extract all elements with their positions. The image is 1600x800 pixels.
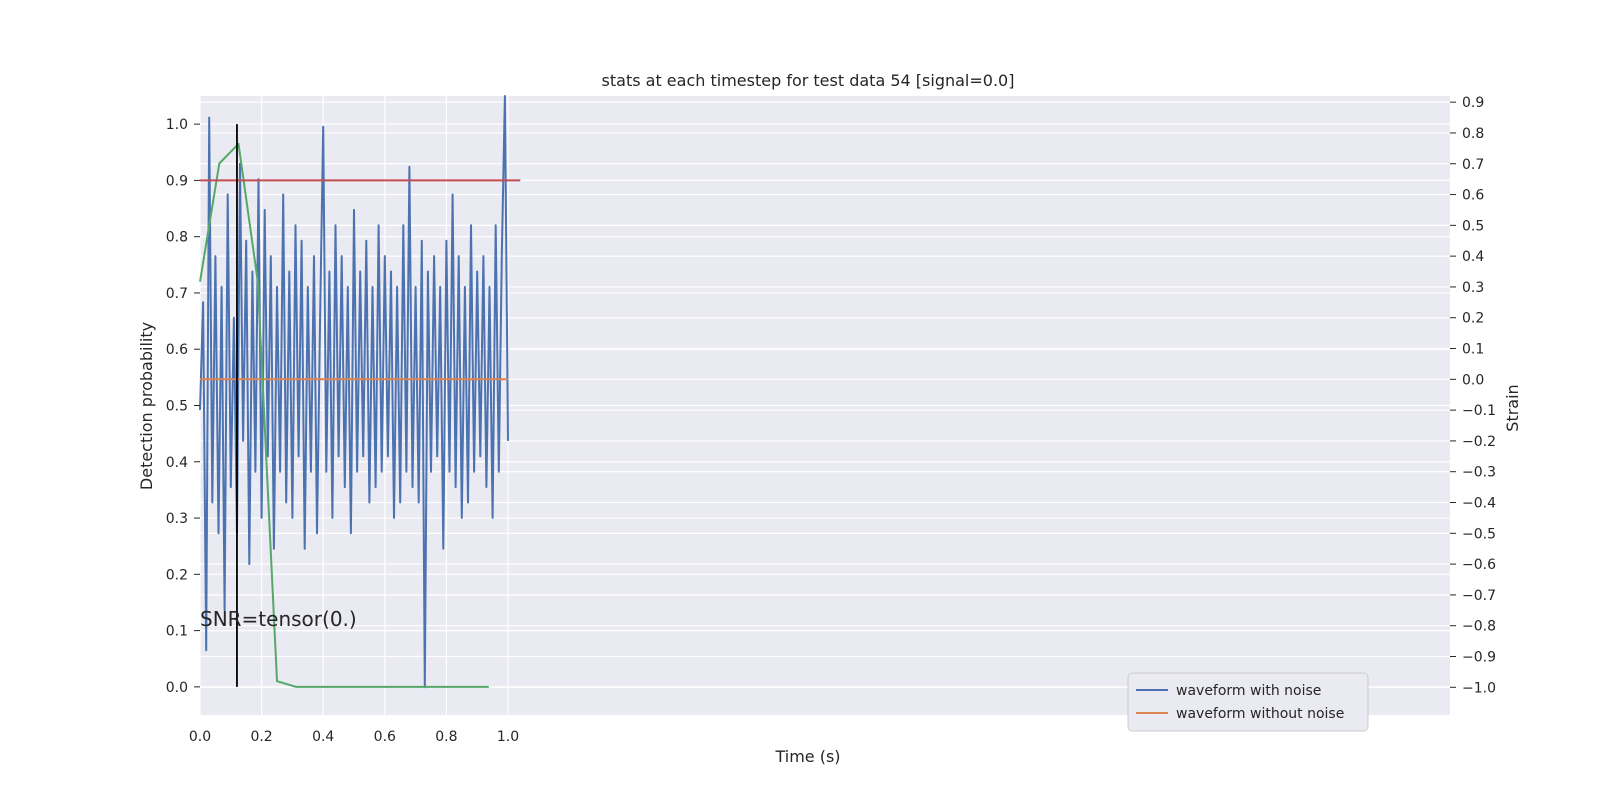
right-tick-label: −1.0 — [1462, 680, 1496, 696]
y-axis-label: Detection probability — [137, 322, 156, 490]
right-tick-label: 0.1 — [1462, 342, 1484, 358]
right-tick-label: −0.1 — [1462, 403, 1496, 419]
left-tick-label: 1.0 — [166, 117, 188, 133]
right-tick-label: 0.6 — [1462, 188, 1484, 204]
left-tick-label: 0.5 — [166, 399, 188, 415]
left-axis-ticks: 0.0 0.1 0.2 0.3 0.4 0.5 0.6 0.7 0.8 0.9 1.0 — [166, 117, 200, 696]
x-tick-label: 0.0 — [189, 729, 211, 745]
x-axis-label: Time (s) — [774, 747, 840, 766]
legend-label: waveform without noise — [1176, 706, 1344, 722]
waveform-with-noise-line — [199, 95, 509, 689]
right-tick-label: −0.3 — [1462, 465, 1496, 481]
x-tick-label: 0.4 — [312, 729, 334, 745]
series-layer — [199, 95, 521, 689]
right-tick-label: −0.9 — [1462, 649, 1496, 665]
x-tick-label: 1.0 — [497, 729, 519, 745]
right-tick-label: −0.4 — [1462, 496, 1496, 512]
legend-label: waveform with noise — [1176, 683, 1321, 699]
y2-axis-label: Strain — [1503, 384, 1522, 431]
right-tick-label: 0.8 — [1462, 126, 1484, 142]
series-2-line — [199, 142, 489, 688]
left-tick-label: 0.3 — [166, 511, 188, 527]
right-tick-label: −0.5 — [1462, 526, 1496, 542]
right-tick-label: 0.5 — [1462, 218, 1484, 234]
right-tick-label: 0.2 — [1462, 311, 1484, 327]
legend: waveform with noise waveform without nois… — [1127, 672, 1369, 732]
right-tick-label: −0.7 — [1462, 588, 1496, 604]
left-tick-label: 0.0 — [166, 680, 188, 696]
right-tick-label: 0.3 — [1462, 280, 1484, 296]
right-tick-label: −0.6 — [1462, 557, 1496, 573]
left-tick-label: 0.9 — [166, 173, 188, 189]
legend-box — [1127, 672, 1369, 732]
right-tick-label: 0.7 — [1462, 157, 1484, 173]
x-tick-label: 0.8 — [435, 729, 457, 745]
left-tick-label: 0.8 — [166, 230, 188, 246]
left-tick-label: 0.2 — [166, 567, 188, 583]
x-tick-label: 0.2 — [250, 729, 272, 745]
left-tick-label: 0.4 — [166, 455, 188, 471]
left-tick-label: 0.6 — [166, 342, 188, 358]
left-tick-label: 0.7 — [166, 286, 188, 302]
left-tick-label: 0.1 — [166, 624, 188, 640]
right-tick-label: 0.0 — [1462, 372, 1484, 388]
x-tick-label: 0.6 — [374, 729, 396, 745]
snr-annotation: SNR=tensor(0.) — [200, 607, 357, 631]
chart-title: stats at each timestep for test data 54 … — [602, 71, 1015, 90]
right-tick-label: −0.2 — [1462, 434, 1496, 450]
x-axis-ticks: 0.0 0.2 0.4 0.6 0.8 1.0 — [189, 729, 519, 745]
right-tick-label: −0.8 — [1462, 619, 1496, 635]
right-tick-label: 0.9 — [1462, 95, 1484, 111]
right-axis-ticks: 0.9 0.8 0.7 0.6 0.5 0.4 0.3 0.2 0.1 0.0 −0.1 −0.2 −0… — [1450, 95, 1496, 696]
right-tick-label: 0.4 — [1462, 249, 1484, 265]
